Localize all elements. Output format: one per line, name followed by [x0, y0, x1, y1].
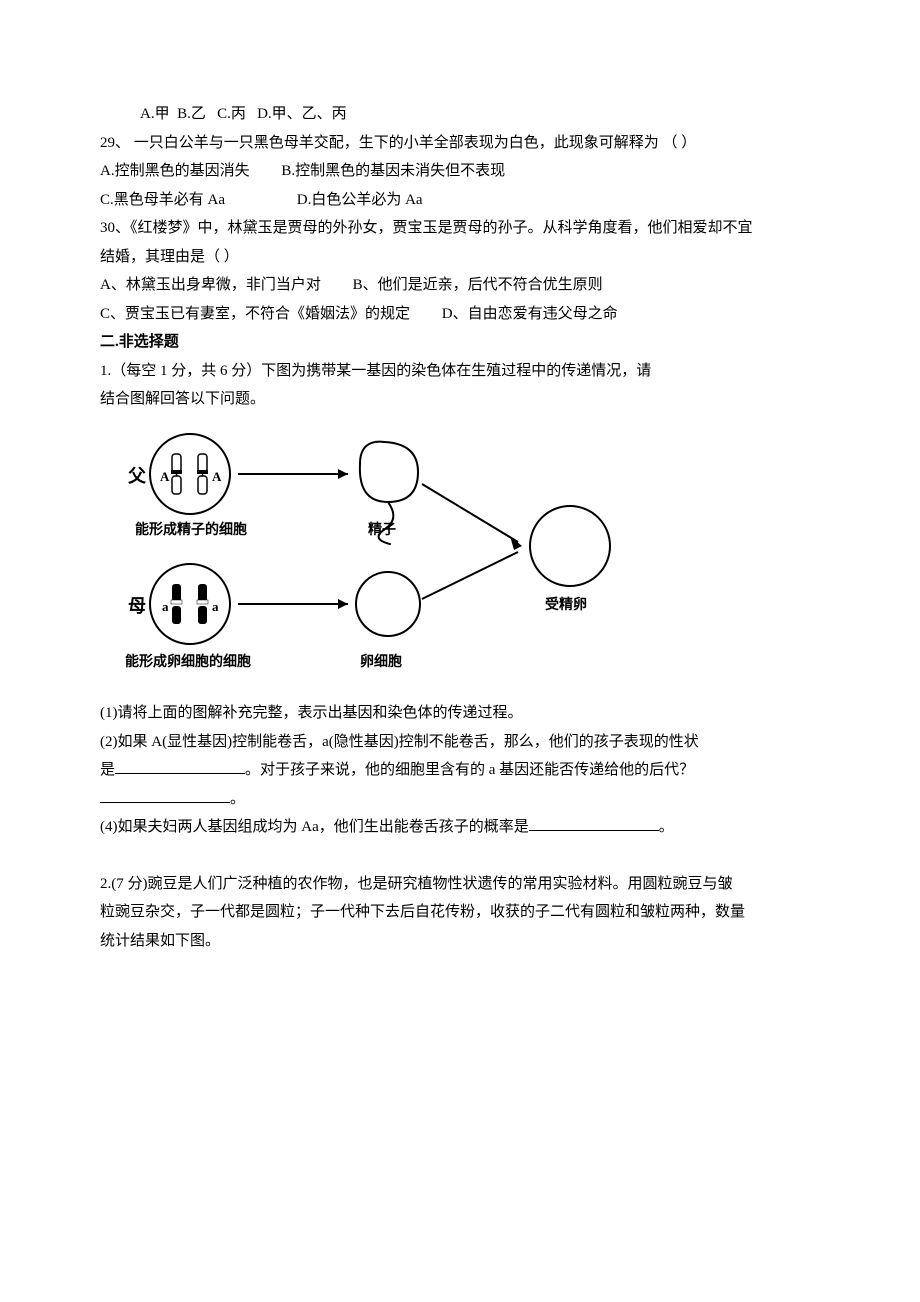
spacer: [100, 842, 820, 870]
page-content: A.甲 B.乙 C.丙 D.甲、乙、丙 29、 一只白公羊与一只黑色母羊交配，生…: [0, 0, 920, 1155]
s2-q1-p2b: 是 。对于孩子来说，他的细胞里含有的 a 基因还能否传递给他的后代？。: [100, 756, 820, 813]
q29-b: B.控制黑色的基因未消失但不表现: [281, 157, 505, 186]
father-label: 父: [128, 466, 147, 486]
s2-q2-l3: 统计结果如下图。: [100, 927, 820, 956]
sperm-cell-label: 能形成精子的细胞: [135, 521, 247, 538]
mother-chromosome-1: [171, 584, 182, 624]
q29-options-ab: A.控制黑色的基因消失 B.控制黑色的基因未消失但不表现: [100, 157, 820, 186]
mother-allele-1: a: [162, 599, 169, 614]
s2-q1-p4-pre: (4)如果夫妇两人基因组成均为 Aa，他们生出能卷舌孩子的概率是: [100, 819, 529, 835]
blank-1: [115, 758, 245, 774]
mother-chromosome-2: [197, 584, 208, 624]
arrow-head-2: [338, 599, 348, 609]
s2-q1-intro2: 结合图解回答以下问题。: [100, 385, 820, 414]
q30-stem-line2: 结婚，其理由是（ ）: [100, 243, 820, 272]
father-chromosome-1: [171, 454, 182, 494]
s2-q1-p2b-mid: 。对于孩子来说，他的细胞里含有的 a 基因还能否传递给他的后代？: [245, 762, 694, 778]
mother-allele-2: a: [212, 599, 219, 614]
genetics-diagram: 父 A A 能形成精子的细胞: [100, 424, 820, 690]
q30-options-cd: C、贾宝玉已有妻室，不符合《婚姻法》的规定 D、自由恋爱有违父母之命: [100, 300, 820, 329]
line-egg-zygote: [422, 552, 518, 599]
line-sperm-zygote: [422, 484, 518, 542]
sperm-label: 精子: [368, 521, 396, 538]
q30-a: A、林黛玉出身卑微，非门当户对: [100, 271, 321, 300]
q29-c: C.黑色母羊必有 Aa: [100, 186, 225, 215]
section2-title: 二.非选择题: [100, 328, 820, 357]
q28-choices: A.甲 B.乙 C.丙 D.甲、乙、丙: [100, 100, 820, 129]
q29-d: D.白色公羊必为 Aa: [297, 186, 423, 215]
q30-b: B、他们是近亲，后代不符合优生原则: [353, 271, 603, 300]
egg: [356, 572, 420, 636]
blank-3: [529, 815, 659, 831]
father-allele-2: A: [212, 469, 222, 484]
father-chromosome-2: [197, 454, 208, 494]
father-allele-1: A: [160, 469, 170, 484]
zygote: [530, 506, 610, 586]
s2-q2-l1: 2.(7 分)豌豆是人们广泛种植的农作物，也是研究植物性状遗传的常用实验材料。用…: [100, 870, 820, 899]
blank-2: [100, 787, 230, 803]
s2-q1-p2b-end: 。: [230, 791, 245, 807]
q29-options-cd: C.黑色母羊必有 Aa D.白色公羊必为 Aa: [100, 186, 820, 215]
q30-options-ab: A、林黛玉出身卑微，非门当户对 B、他们是近亲，后代不符合优生原则: [100, 271, 820, 300]
s2-q1-intro1: 1.（每空 1 分，共 6 分）下图为携带某一基因的染色体在生殖过程中的传递情况…: [100, 357, 820, 386]
q29-stem: 29、 一只白公羊与一只黑色母羊交配，生下的小羊全部表现为白色，此现象可解释为 …: [100, 129, 820, 158]
s2-q1-p2b-pre: 是: [100, 762, 115, 778]
s2-q1-p1: (1)请将上面的图解补充完整，表示出基因和染色体的传递过程。: [100, 699, 820, 728]
egg-cell-label: 能形成卵细胞的细胞: [125, 653, 251, 670]
q30-stem-line1: 30、《红楼梦》中，林黛玉是贾母的外孙女，贾宝玉是贾母的孙子。从科学角度看，他们…: [100, 214, 820, 243]
arrow-head-3: [510, 536, 522, 550]
q30-d: D、自由恋爱有违父母之命: [442, 300, 618, 329]
s2-q1-p4: (4)如果夫妇两人基因组成均为 Aa，他们生出能卷舌孩子的概率是 。: [100, 813, 820, 842]
s2-q2-l2: 粒豌豆杂交，子一代都是圆粒；子一代种下去后自花传粉，收获的子二代有圆粒和皱粒两种…: [100, 898, 820, 927]
egg-label: 卵细胞: [360, 653, 402, 670]
arrow-head-1: [338, 469, 348, 479]
zygote-label: 受精卵: [545, 596, 587, 613]
s2-q1-p2a: (2)如果 A(显性基因)控制能卷舌，a(隐性基因)控制不能卷舌，那么，他们的孩…: [100, 728, 820, 757]
mother-label: 母: [128, 596, 146, 616]
s2-q1-p4-end: 。: [659, 819, 674, 835]
q30-c: C、贾宝玉已有妻室，不符合《婚姻法》的规定: [100, 300, 410, 329]
diagram-svg: 父 A A 能形成精子的细胞: [100, 424, 660, 679]
q29-a: A.控制黑色的基因消失: [100, 157, 250, 186]
